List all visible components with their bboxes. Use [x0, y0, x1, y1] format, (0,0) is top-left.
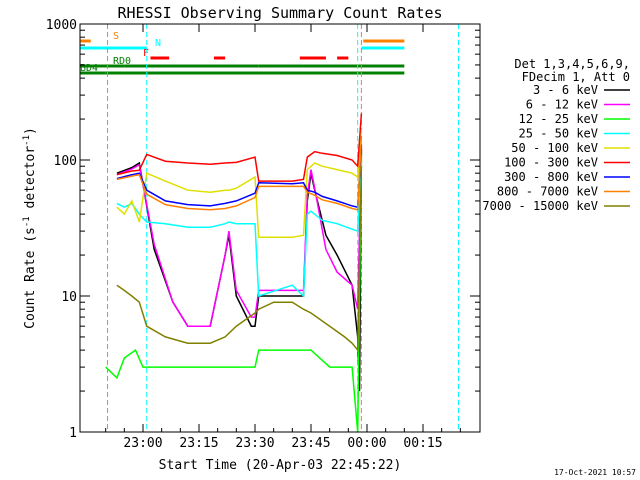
series-line-8: [116, 166, 363, 353]
series-line-4: [116, 128, 363, 239]
legend-label-4: 50 - 100 keV: [511, 141, 598, 155]
y-tick-label-3: 1000: [46, 18, 77, 33]
legend-header-1: FDecim 1, Att 0: [522, 70, 630, 84]
legend-label-8: 7000 - 15000 keV: [482, 199, 598, 213]
chart-title: RHESSI Observing Summary Count Rates: [117, 4, 442, 22]
series-line-0: [116, 149, 363, 392]
plot-frame: [79, 23, 481, 433]
legend-header-0: Det 1,3,4,5,6,9,: [514, 57, 630, 71]
series-line-7: [116, 136, 363, 211]
legend-label-3: 25 - 50 keV: [519, 127, 598, 141]
status-label-RD0: RD0: [113, 56, 131, 67]
y-label-sup1: -1: [22, 216, 32, 227]
status-label-BD4: BD4: [80, 63, 98, 74]
y-label-end: ): [23, 127, 38, 135]
status-label-S: S: [113, 31, 119, 42]
y-tick-label-1: 10: [61, 290, 77, 305]
axis-ticks: 23:00 23:15 23:30 23:45 00:00 00:15 1 10 100 1000: [46, 18, 480, 451]
series-line-3: [116, 154, 363, 298]
vertical-markers: [107, 24, 459, 432]
legend-label-1: 6 - 12 keV: [526, 98, 598, 112]
x-axis-label: Start Time (20-Apr-03 22:45:22): [159, 458, 402, 473]
series-line-2: [105, 159, 363, 433]
y-label-sup2: -1: [22, 135, 32, 146]
series-line-5: [116, 113, 363, 182]
x-tick-label-3: 23:45: [291, 436, 330, 451]
status-label-F: F: [143, 48, 149, 59]
series-line-1: [116, 146, 363, 327]
legend-label-2: 12 - 25 keV: [519, 112, 598, 126]
status-bars: S NF RD0 BD4: [80, 31, 405, 75]
legend-label-7: 800 - 7000 keV: [497, 185, 598, 199]
series-line-6: [116, 144, 363, 209]
y-tick-label-0: 1: [69, 426, 77, 441]
legend-label-6: 300 - 800 keV: [504, 170, 598, 184]
legend-label-5: 100 - 300 keV: [504, 156, 598, 170]
legend-label-0: 3 - 6 keV: [533, 83, 598, 97]
y-label-mid: detector: [23, 146, 38, 217]
series-lines: [105, 113, 363, 433]
y-axis-label: Count Rate (s-1 detector-1): [22, 127, 38, 329]
x-tick-label-4: 00:00: [347, 436, 386, 451]
x-tick-label-0: 23:00: [123, 436, 162, 451]
legend: Det 1,3,4,5,6,9,FDecim 1, Att 03 - 6 keV…: [482, 57, 630, 213]
timestamp: 17-Oct-2021 10:57: [554, 468, 636, 477]
x-tick-label-1: 23:15: [179, 436, 218, 451]
status-label-N: N: [155, 38, 161, 49]
x-tick-label-2: 23:30: [235, 436, 274, 451]
y-tick-label-2: 100: [54, 154, 77, 169]
y-label-main: Count Rate (s: [23, 227, 38, 329]
x-tick-label-5: 00:15: [403, 436, 442, 451]
